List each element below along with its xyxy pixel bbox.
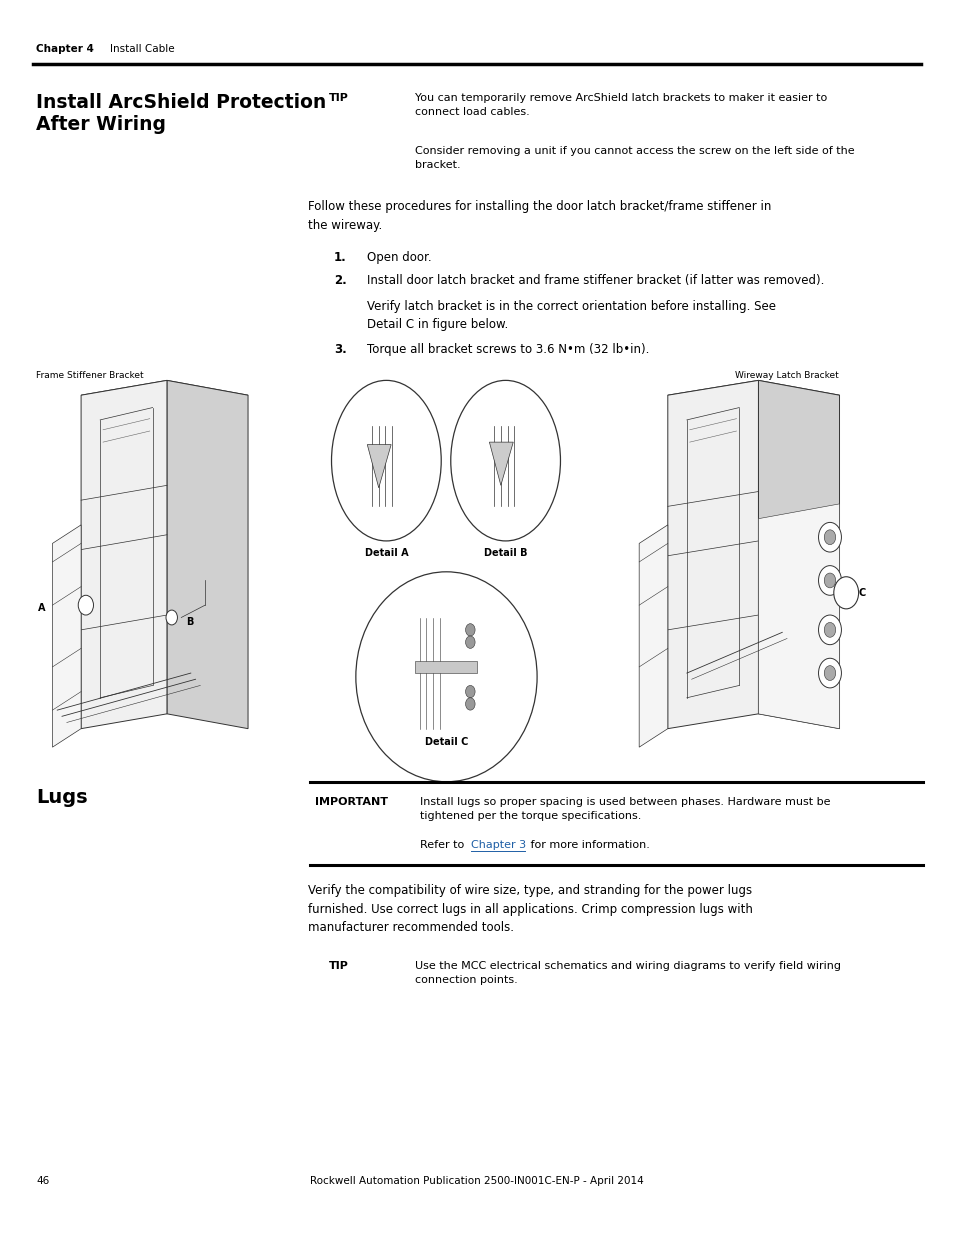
Text: Chapter 4: Chapter 4 xyxy=(36,44,94,54)
Circle shape xyxy=(465,624,475,636)
Text: B: B xyxy=(186,618,193,627)
Circle shape xyxy=(818,566,841,595)
Text: Wireway Latch Bracket: Wireway Latch Bracket xyxy=(734,370,838,379)
Polygon shape xyxy=(81,380,248,410)
Text: for more information.: for more information. xyxy=(526,840,649,850)
Text: Detail B: Detail B xyxy=(483,548,527,558)
Polygon shape xyxy=(367,445,391,488)
Text: Lugs: Lugs xyxy=(36,788,88,806)
Text: Verify the compatibility of wire size, type, and stranding for the power lugs
fu: Verify the compatibility of wire size, t… xyxy=(308,884,752,934)
Text: Install ArcShield Protection
After Wiring: Install ArcShield Protection After Wirin… xyxy=(36,93,326,135)
Polygon shape xyxy=(667,380,758,729)
Text: C: C xyxy=(858,588,865,598)
Text: Consider removing a unit if you cannot access the screw on the left side of the
: Consider removing a unit if you cannot a… xyxy=(415,146,854,169)
Polygon shape xyxy=(167,380,248,729)
Text: Frame Stiffener Bracket: Frame Stiffener Bracket xyxy=(36,370,144,379)
Text: 46: 46 xyxy=(36,1176,50,1186)
Ellipse shape xyxy=(355,572,537,782)
Polygon shape xyxy=(758,504,839,729)
Text: 1.: 1. xyxy=(334,251,346,264)
Polygon shape xyxy=(415,661,476,673)
Circle shape xyxy=(818,658,841,688)
Text: Chapter 3: Chapter 3 xyxy=(471,840,526,850)
Text: Detail A: Detail A xyxy=(364,548,408,558)
Text: Refer to: Refer to xyxy=(419,840,467,850)
Text: You can temporarily remove ArcShield latch brackets to maker it easier to
connec: You can temporarily remove ArcShield lat… xyxy=(415,93,826,116)
Circle shape xyxy=(78,595,93,615)
Text: IMPORTANT: IMPORTANT xyxy=(314,797,388,806)
Circle shape xyxy=(818,615,841,645)
Circle shape xyxy=(465,636,475,648)
Polygon shape xyxy=(758,380,839,729)
Text: Follow these procedures for installing the door latch bracket/frame stiffener in: Follow these procedures for installing t… xyxy=(308,200,771,232)
Text: TIP: TIP xyxy=(329,961,349,971)
Text: Rockwell Automation Publication 2500-IN001C-EN-P - April 2014: Rockwell Automation Publication 2500-IN0… xyxy=(310,1176,643,1186)
Circle shape xyxy=(823,666,835,680)
Text: 3.: 3. xyxy=(334,343,346,357)
Circle shape xyxy=(823,573,835,588)
Circle shape xyxy=(833,577,858,609)
Text: Torque all bracket screws to 3.6 N•m (32 lb•in).: Torque all bracket screws to 3.6 N•m (32… xyxy=(367,343,649,357)
Text: Use the MCC electrical schematics and wiring diagrams to verify field wiring
con: Use the MCC electrical schematics and wi… xyxy=(415,961,841,984)
Text: Detail C: Detail C xyxy=(424,737,468,747)
Circle shape xyxy=(823,622,835,637)
Circle shape xyxy=(818,522,841,552)
Text: Install lugs so proper spacing is used between phases. Hardware must be
tightene: Install lugs so proper spacing is used b… xyxy=(419,797,829,820)
Text: A: A xyxy=(38,603,46,613)
Polygon shape xyxy=(667,380,839,410)
Polygon shape xyxy=(81,380,167,729)
Text: Open door.: Open door. xyxy=(367,251,432,264)
Polygon shape xyxy=(489,442,513,485)
Polygon shape xyxy=(52,525,81,747)
Ellipse shape xyxy=(332,380,440,541)
Circle shape xyxy=(823,530,835,545)
Ellipse shape xyxy=(450,380,559,541)
Text: 2.: 2. xyxy=(334,274,346,288)
Text: TIP: TIP xyxy=(329,93,349,103)
Circle shape xyxy=(465,698,475,710)
Circle shape xyxy=(166,610,177,625)
Text: Install Cable: Install Cable xyxy=(110,44,174,54)
Text: Verify latch bracket is in the correct orientation before installing. See
Detail: Verify latch bracket is in the correct o… xyxy=(367,300,776,331)
Circle shape xyxy=(465,685,475,698)
Polygon shape xyxy=(639,525,667,747)
Text: Install door latch bracket and frame stiffener bracket (if latter was removed).: Install door latch bracket and frame sti… xyxy=(367,274,823,288)
